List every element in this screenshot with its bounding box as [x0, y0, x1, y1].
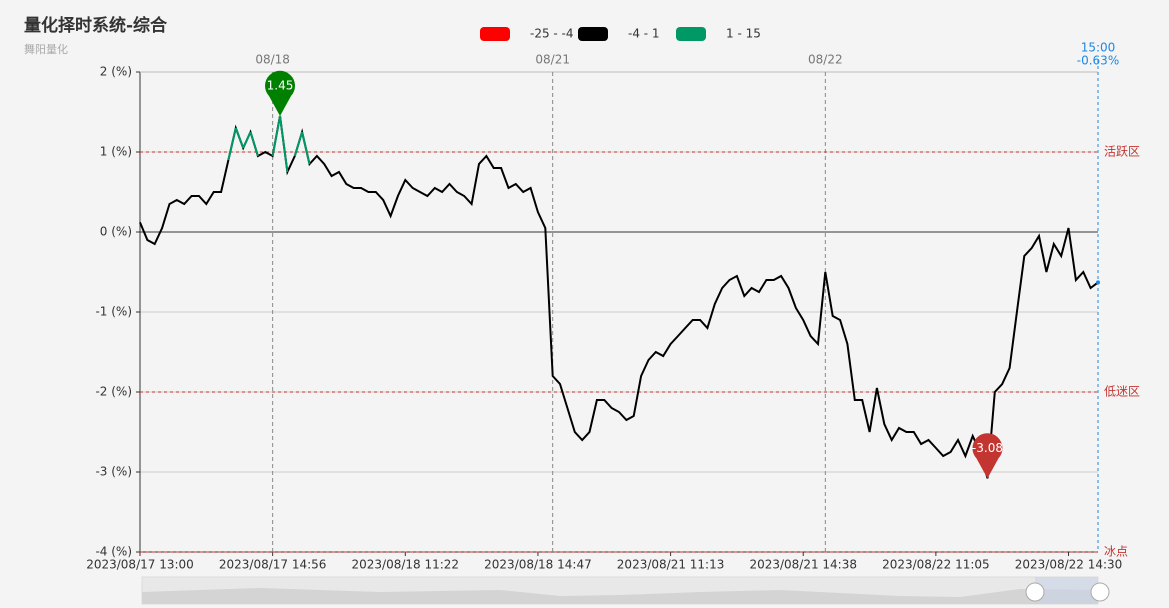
legend-swatch — [578, 27, 608, 41]
data-zoom-handle[interactable] — [1025, 582, 1045, 602]
x-tick-label: 2023/08/21 14:38 — [749, 558, 857, 572]
day-label: 08/21 — [535, 53, 570, 67]
line-highlight — [293, 131, 304, 157]
chart-subtitle: 舞阳量化 — [24, 42, 68, 56]
line-highlight — [301, 131, 311, 165]
legend-label: -25 - -4 — [530, 27, 574, 41]
mark-line-label: 活跃区 — [1104, 145, 1140, 159]
y-tick-label: 2 (%) — [100, 65, 132, 79]
data-zoom-shadow — [142, 588, 1098, 604]
chart-title: 量化择时系统-综合 — [24, 15, 168, 36]
mark-point-label: -3.08 — [972, 441, 1003, 455]
legend-label: -4 - 1 — [628, 27, 660, 41]
line-highlight — [227, 127, 237, 161]
cursor-point — [1096, 280, 1100, 285]
y-tick-label: 0 (%) — [100, 225, 132, 239]
x-tick-label: 2023/08/17 14:56 — [219, 558, 327, 572]
data-zoom-window[interactable] — [1035, 577, 1098, 604]
mark-point-label: 1.45 — [267, 79, 294, 93]
mark-point — [265, 70, 296, 116]
mark-point — [972, 433, 1003, 479]
line-highlight — [279, 115, 289, 173]
x-tick-label: 2023/08/18 14:47 — [484, 558, 592, 572]
y-tick-label: -2 (%) — [95, 385, 132, 399]
y-tick-label: -4 (%) — [95, 545, 132, 559]
y-tick-label: -1 (%) — [95, 305, 132, 319]
legend-label: 1 - 15 — [726, 27, 761, 41]
legend-swatch — [480, 27, 510, 41]
line-highlight — [271, 115, 281, 157]
line-highlight — [249, 131, 259, 157]
day-label: 08/22 — [808, 53, 843, 67]
x-tick-label: 2023/08/17 13:00 — [86, 558, 194, 572]
y-tick-label: -3 (%) — [95, 465, 132, 479]
cursor-time: 15:00 — [1081, 41, 1116, 55]
x-tick-label: 2023/08/22 14:30 — [1015, 558, 1123, 572]
legend-swatch — [676, 27, 706, 41]
data-zoom-handle[interactable] — [1090, 582, 1110, 602]
x-tick-label: 2023/08/18 11:22 — [352, 558, 460, 572]
x-tick-label: 2023/08/22 11:05 — [882, 558, 990, 572]
day-label: 08/18 — [255, 53, 290, 67]
y-tick-label: 1 (%) — [100, 145, 132, 159]
mark-line-label: 低迷区 — [1104, 385, 1140, 399]
mark-line-label: 冰点 — [1104, 545, 1128, 559]
line-highlight — [234, 127, 245, 149]
cursor-value: -0.63% — [1077, 54, 1119, 68]
x-tick-label: 2023/08/21 11:13 — [617, 558, 725, 572]
line-highlight — [242, 131, 252, 149]
